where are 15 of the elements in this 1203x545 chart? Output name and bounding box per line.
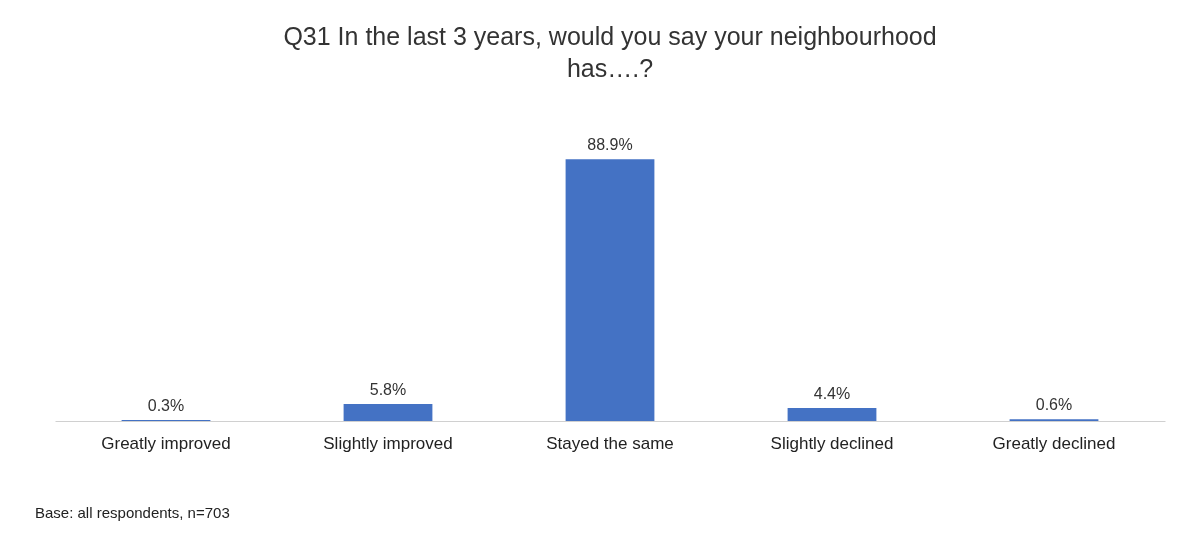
x-tick-label: Greatly declined <box>992 433 1116 453</box>
bar <box>343 403 433 421</box>
data-label: 88.9% <box>587 136 633 154</box>
data-label: 0.3% <box>147 397 185 415</box>
x-tick-label: Greatly improved <box>101 433 231 453</box>
x-tick-label: Slightly declined <box>770 433 894 453</box>
bar <box>565 159 655 421</box>
chart-title: Q31 In the last 3 years, would you say your neighbourhood has….? <box>283 22 937 83</box>
data-label: 4.4% <box>813 385 851 403</box>
bar <box>787 408 877 421</box>
data-label: 0.6% <box>1035 396 1073 414</box>
data-label: 5.8% <box>369 380 407 398</box>
x-tick-label: Stayed the same <box>546 433 674 453</box>
x-tick-label: Slightly improved <box>323 433 453 453</box>
text: Base: all respondents, n=703 <box>35 504 230 521</box>
